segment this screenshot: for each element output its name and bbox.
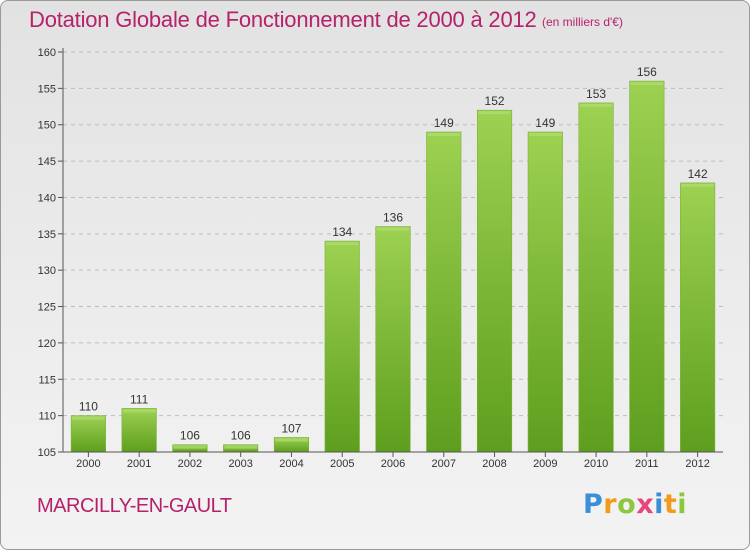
- data-label: 152: [485, 94, 505, 108]
- bars: [70, 80, 716, 453]
- bar-highlight: [427, 133, 461, 136]
- data-label: 149: [535, 116, 555, 130]
- logo-letter: x: [636, 489, 655, 520]
- bar: [375, 226, 411, 453]
- x-tick-label: 2002: [178, 458, 202, 470]
- logo-letter: i: [654, 489, 664, 520]
- data-label: 149: [434, 116, 454, 130]
- proxiti-logo: Proxiti: [583, 489, 687, 520]
- y-tick-label: 150: [38, 120, 56, 132]
- bar: [527, 131, 563, 453]
- data-label: 106: [231, 429, 251, 443]
- x-tick-label: 2008: [482, 458, 506, 470]
- logo-letter: P: [583, 489, 604, 520]
- bar-highlight: [122, 409, 156, 413]
- x-tick-label: 2006: [381, 458, 405, 470]
- logo-letter: t: [663, 489, 678, 520]
- bar: [324, 240, 360, 453]
- bar-highlight: [224, 445, 257, 449]
- bar-highlight: [630, 82, 664, 86]
- bar-highlight: [529, 133, 562, 136]
- data-label: 142: [688, 167, 708, 181]
- bar: [680, 182, 716, 453]
- unit-note: (en milliers d'€): [542, 15, 623, 29]
- bar: [629, 80, 665, 453]
- x-tick-label: 2004: [279, 458, 303, 470]
- bar: [426, 131, 462, 453]
- bar: [476, 109, 513, 453]
- bar-highlight: [325, 242, 359, 246]
- logo-letter: o: [617, 489, 637, 520]
- bar: [578, 102, 614, 453]
- data-label: 111: [130, 392, 149, 406]
- bar-highlight: [681, 183, 714, 187]
- y-tick-label: 125: [38, 302, 56, 314]
- axes: [58, 48, 723, 457]
- y-tick-label: 145: [38, 156, 56, 168]
- data-label: 110: [79, 400, 98, 414]
- y-tick-label: 115: [38, 374, 56, 386]
- x-tick-label: 2001: [127, 458, 151, 470]
- x-tick-label: 2009: [533, 458, 557, 470]
- data-label: 106: [180, 429, 200, 443]
- bar-highlight: [478, 111, 511, 115]
- y-tick-label: 120: [38, 338, 56, 350]
- bar-highlight: [173, 445, 207, 449]
- data-label: 136: [383, 211, 403, 225]
- logo-letter: i: [677, 489, 688, 520]
- y-tick-label: 110: [38, 411, 56, 423]
- data-label: 153: [586, 87, 606, 101]
- x-tick-label: 2003: [228, 458, 252, 470]
- data-label: 134: [332, 225, 352, 239]
- logo-letter: r: [603, 489, 618, 520]
- bar-highlight: [579, 103, 613, 107]
- bar-highlight: [72, 416, 105, 420]
- data-label: 156: [637, 65, 657, 79]
- chart-title: Dotation Globale de Fonctionnement de 20…: [29, 7, 537, 32]
- y-tick-label: 130: [38, 265, 56, 277]
- y-tick-label: 105: [38, 447, 56, 459]
- x-tick-label: 2007: [432, 458, 456, 470]
- labels: 105 110 115 120 125 130 135 140 145 150 155 160 110 2…: [38, 47, 710, 470]
- data-label: 107: [281, 421, 301, 435]
- bar-highlight: [376, 227, 410, 231]
- x-tick-label: 2011: [635, 458, 659, 470]
- x-tick-label: 2012: [685, 458, 709, 470]
- bar: [70, 415, 106, 453]
- y-tick-label: 140: [38, 192, 56, 204]
- bar: [121, 408, 157, 453]
- y-tick-label: 155: [38, 83, 56, 95]
- bar-highlight: [275, 438, 308, 442]
- x-tick-label: 2000: [76, 458, 100, 470]
- x-tick-label: 2010: [584, 458, 608, 470]
- y-tick-label: 135: [38, 229, 56, 241]
- place-name: MARCILLY-EN-GAULT: [37, 495, 232, 517]
- y-tick-label: 160: [38, 47, 56, 59]
- x-tick-label: 2005: [330, 458, 354, 470]
